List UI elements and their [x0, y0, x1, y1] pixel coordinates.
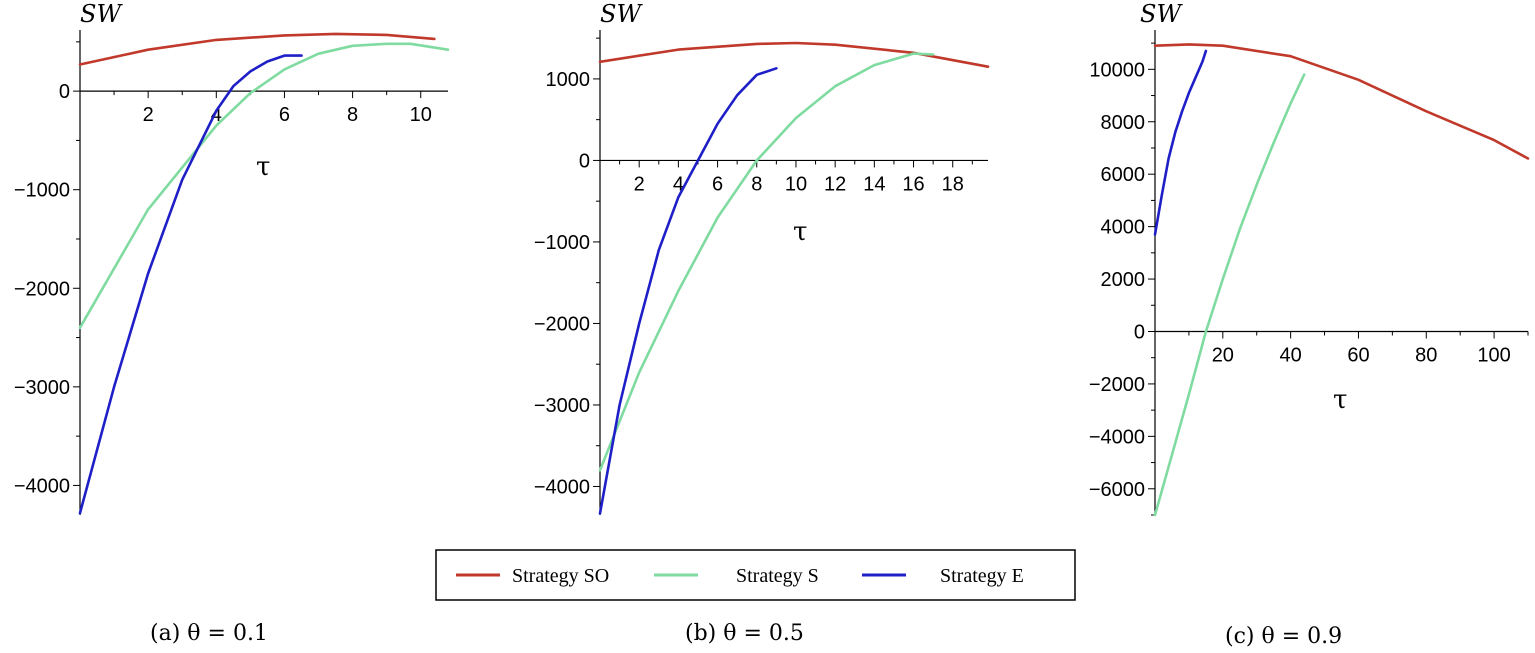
x-tick-label: 80 — [1415, 344, 1437, 366]
x-axis-label: τ — [1333, 385, 1347, 415]
x-tick-label: 18 — [942, 173, 964, 195]
y-tick-label: −1000 — [14, 180, 70, 202]
x-tick-label: 8 — [751, 173, 762, 195]
y-axis-label: SW — [600, 0, 643, 28]
x-tick-label: 100 — [1477, 344, 1510, 366]
y-tick-label: 0 — [1134, 321, 1145, 343]
panel-c: SW τ (c) θ = 0.9 −6000 −4000 −2000 0 2000 400… — [1089, 0, 1530, 649]
y-tick-label: 6000 — [1101, 164, 1146, 186]
y-tick-label: −4000 — [14, 475, 70, 497]
series-line-strategy-e — [78, 54, 303, 515]
x-tick-label: 2 — [634, 173, 645, 195]
y-tick-label: 8000 — [1101, 112, 1146, 134]
y-tick-label: −2000 — [534, 313, 590, 335]
x-tick-label: 6 — [279, 104, 290, 126]
legend-label-so: Strategy SO — [512, 565, 609, 587]
series-line-strategy-s — [598, 52, 935, 472]
x-tick-label: 10 — [785, 173, 807, 195]
x-tick-label: 2 — [143, 104, 154, 126]
y-tick-label: −3000 — [534, 395, 590, 417]
y-tick-label: −6000 — [1089, 479, 1145, 501]
x-axis-label: τ — [256, 152, 270, 182]
panel-a: SW τ (a) θ = 0.1 −4000 −3000 −2000 −1000 0 2 4… — [14, 0, 450, 646]
x-tick-label: 60 — [1347, 344, 1369, 366]
series-line-strategy-so — [78, 32, 436, 66]
y-tick-label: −2000 — [1089, 374, 1145, 396]
y-axis-label: SW — [80, 0, 123, 28]
legend-label-s: Strategy S — [736, 565, 819, 587]
y-axis-label: SW — [1140, 0, 1183, 28]
y-tick-label: −3000 — [14, 377, 70, 399]
x-tick-label: 10 — [410, 104, 432, 126]
y-tick-label: −4000 — [534, 476, 590, 498]
x-tick-label: 12 — [824, 173, 846, 195]
series-line-strategy-s — [1153, 73, 1306, 517]
series-line-strategy-e — [598, 67, 778, 515]
x-tick-label: 20 — [1212, 344, 1234, 366]
y-tick-label: −4000 — [1089, 426, 1145, 448]
y-tick-label: 2000 — [1101, 269, 1146, 291]
x-tick-label: 6 — [712, 173, 723, 195]
y-tick-label: 0 — [579, 150, 590, 172]
x-tick-label: 16 — [902, 173, 924, 195]
x-tick-label: 4 — [673, 173, 684, 195]
series-line-strategy-s — [78, 42, 450, 329]
panel-caption: (a) θ = 0.1 — [150, 621, 268, 646]
y-tick-label: 0 — [59, 81, 70, 103]
y-tick-label: −1000 — [534, 232, 590, 254]
x-axis-label: τ — [793, 217, 807, 247]
x-tick-label: 40 — [1280, 344, 1302, 366]
x-tick-label: 4 — [211, 104, 222, 126]
y-tick-label: 4000 — [1101, 217, 1146, 239]
panel-caption: (c) θ = 0.9 — [1225, 624, 1342, 649]
series-line-strategy-e — [1153, 49, 1208, 236]
legend-box — [435, 549, 1076, 601]
y-tick-label: −2000 — [14, 278, 70, 300]
y-tick-label: 1000 — [546, 69, 591, 91]
x-tick-label: 8 — [347, 104, 358, 126]
series-line-strategy-so — [1153, 43, 1530, 160]
y-tick-label: 10000 — [1089, 59, 1145, 81]
legend-label-e: Strategy E — [940, 565, 1024, 587]
legend: Strategy SO Strategy S Strategy E — [435, 549, 1076, 601]
panel-b: SW τ (b) θ = 0.5 −4000 −3000 −2000 −1000 0 10… — [534, 0, 990, 646]
panel-caption: (b) θ = 0.5 — [685, 621, 804, 646]
x-tick-label: 14 — [863, 173, 885, 195]
